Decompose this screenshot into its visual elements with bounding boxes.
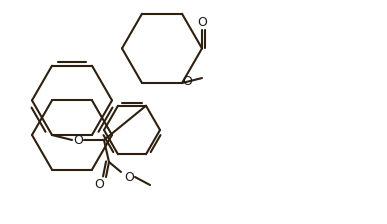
Text: O: O (124, 170, 134, 183)
Text: O: O (73, 134, 83, 146)
Text: O: O (197, 16, 207, 29)
Text: O: O (94, 177, 104, 190)
Text: O: O (182, 75, 192, 88)
